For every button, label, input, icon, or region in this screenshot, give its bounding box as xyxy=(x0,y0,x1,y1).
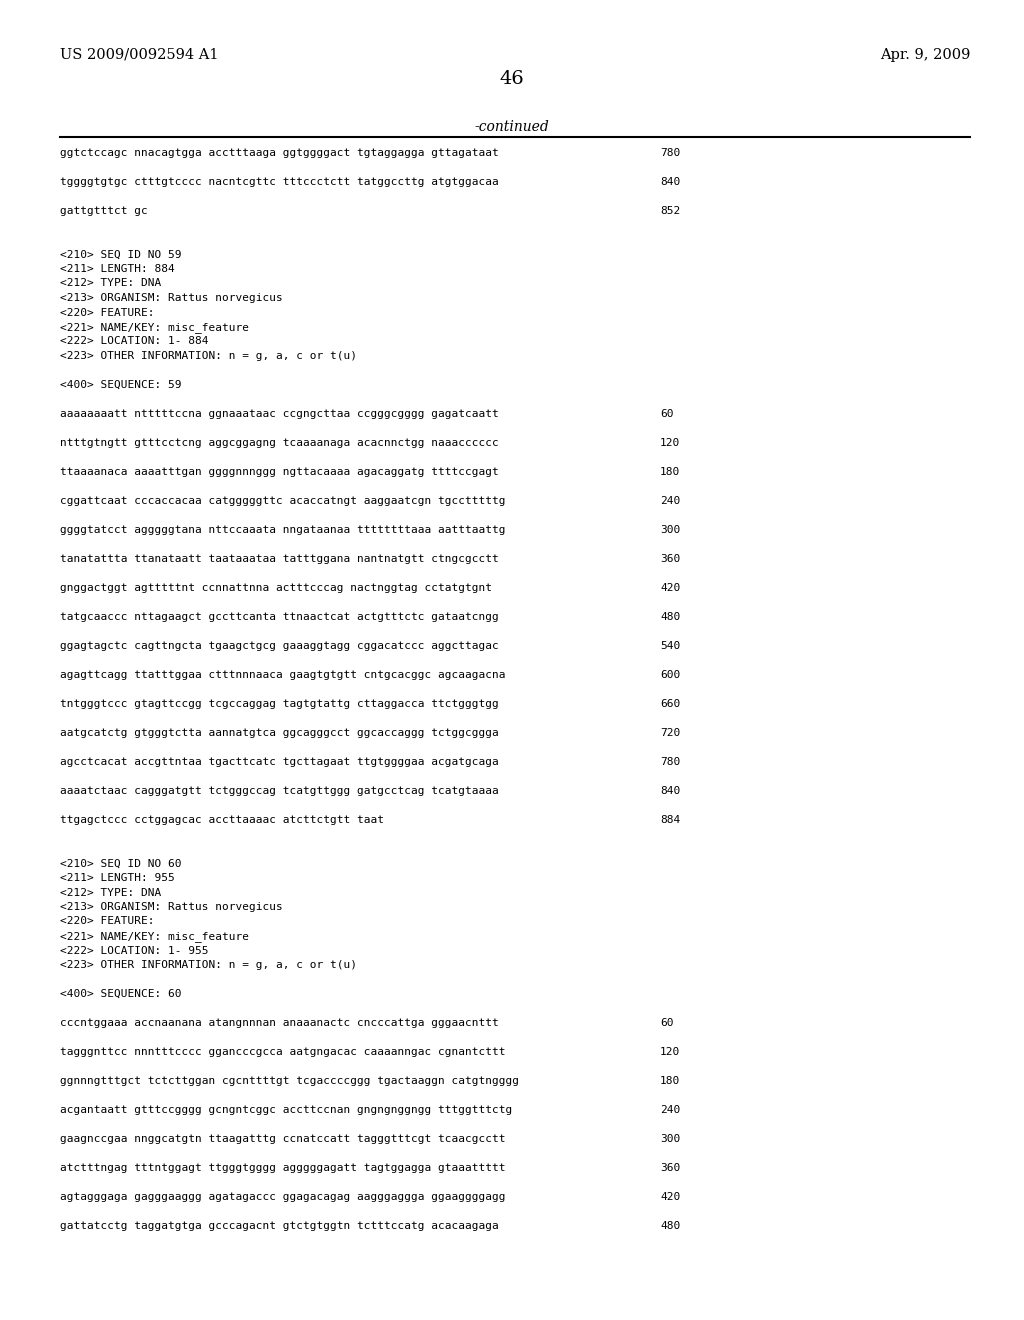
Text: US 2009/0092594 A1: US 2009/0092594 A1 xyxy=(60,48,218,62)
Text: atctttngag tttntggagt ttgggtgggg agggggagatt tagtggagga gtaaattttt: atctttngag tttntggagt ttgggtgggg aggggga… xyxy=(60,1163,506,1173)
Text: acgantaatt gtttccgggg gcngntcggc accttccnan gngngnggngg tttggtttctg: acgantaatt gtttccgggg gcngntcggc accttcc… xyxy=(60,1105,512,1115)
Text: 60: 60 xyxy=(660,409,674,418)
Text: aaaaaaaatt ntttttccna ggnaaataac ccgngcttaa ccgggcgggg gagatcaatt: aaaaaaaatt ntttttccna ggnaaataac ccgngct… xyxy=(60,409,499,418)
Text: 840: 840 xyxy=(660,177,680,187)
Text: <400> SEQUENCE: 60: <400> SEQUENCE: 60 xyxy=(60,989,181,999)
Text: 480: 480 xyxy=(660,612,680,622)
Text: gattgtttct gc: gattgtttct gc xyxy=(60,206,147,216)
Text: tatgcaaccc nttagaagct gccttcanta ttnaactcat actgtttctc gataatcngg: tatgcaaccc nttagaagct gccttcanta ttnaact… xyxy=(60,612,499,622)
Text: <212> TYPE: DNA: <212> TYPE: DNA xyxy=(60,279,161,289)
Text: 240: 240 xyxy=(660,496,680,506)
Text: 180: 180 xyxy=(660,1076,680,1086)
Text: cccntggaaa accnaanana atangnnnan anaaanactc cncccattga gggaacnttt: cccntggaaa accnaanana atangnnnan anaaana… xyxy=(60,1018,499,1028)
Text: 240: 240 xyxy=(660,1105,680,1115)
Text: gattatcctg taggatgtga gcccagacnt gtctgtggtn tctttccatg acacaagaga: gattatcctg taggatgtga gcccagacnt gtctgtg… xyxy=(60,1221,499,1232)
Text: Apr. 9, 2009: Apr. 9, 2009 xyxy=(880,48,970,62)
Text: ggggtatcct agggggtana nttccaaata nngataanaa ttttttttaaa aatttaattg: ggggtatcct agggggtana nttccaaata nngataa… xyxy=(60,525,506,535)
Text: <220> FEATURE:: <220> FEATURE: xyxy=(60,916,155,927)
Text: <222> LOCATION: 1- 955: <222> LOCATION: 1- 955 xyxy=(60,945,209,956)
Text: <223> OTHER INFORMATION: n = g, a, c or t(u): <223> OTHER INFORMATION: n = g, a, c or … xyxy=(60,351,357,360)
Text: gnggactggt agtttttnt ccnnattnna actttcccag nactnggtag cctatgtgnt: gnggactggt agtttttnt ccnnattnna actttccc… xyxy=(60,583,492,593)
Text: agcctcacat accgttntaa tgacttcatc tgcttagaat ttgtggggaa acgatgcaga: agcctcacat accgttntaa tgacttcatc tgcttag… xyxy=(60,756,499,767)
Text: <211> LENGTH: 955: <211> LENGTH: 955 xyxy=(60,873,175,883)
Text: 884: 884 xyxy=(660,814,680,825)
Text: <210> SEQ ID NO 59: <210> SEQ ID NO 59 xyxy=(60,249,181,260)
Text: <212> TYPE: DNA: <212> TYPE: DNA xyxy=(60,887,161,898)
Text: ggagtagctc cagttngcta tgaagctgcg gaaaggtagg cggacatccc aggcttagac: ggagtagctc cagttngcta tgaagctgcg gaaaggt… xyxy=(60,642,499,651)
Text: 420: 420 xyxy=(660,1192,680,1203)
Text: ggtctccagc nnacagtgga acctttaaga ggtggggact tgtaggagga gttagataat: ggtctccagc nnacagtgga acctttaaga ggtgggg… xyxy=(60,148,499,158)
Text: 300: 300 xyxy=(660,1134,680,1144)
Text: ntttgtngtt gtttcctcng aggcggagng tcaaaanaga acacnnctgg naaacccccc: ntttgtngtt gtttcctcng aggcggagng tcaaaan… xyxy=(60,438,499,447)
Text: <213> ORGANISM: Rattus norvegicus: <213> ORGANISM: Rattus norvegicus xyxy=(60,293,283,304)
Text: 840: 840 xyxy=(660,785,680,796)
Text: ttgagctccc cctggagcac accttaaaac atcttctgtt taat: ttgagctccc cctggagcac accttaaaac atcttct… xyxy=(60,814,384,825)
Text: agtagggaga gagggaaggg agatagaccc ggagacagag aagggaggga ggaaggggagg: agtagggaga gagggaaggg agatagaccc ggagaca… xyxy=(60,1192,506,1203)
Text: 60: 60 xyxy=(660,1018,674,1028)
Text: agagttcagg ttatttggaa ctttnnnaaca gaagtgtgtt cntgcacggc agcaagacna: agagttcagg ttatttggaa ctttnnnaaca gaagtg… xyxy=(60,671,506,680)
Text: <211> LENGTH: 884: <211> LENGTH: 884 xyxy=(60,264,175,275)
Text: 300: 300 xyxy=(660,525,680,535)
Text: cggattcaat cccaccacaa catgggggttc acaccatngt aaggaatcgn tgcctttttg: cggattcaat cccaccacaa catgggggttc acacca… xyxy=(60,496,506,506)
Text: 46: 46 xyxy=(500,70,524,88)
Text: 852: 852 xyxy=(660,206,680,216)
Text: <221> NAME/KEY: misc_feature: <221> NAME/KEY: misc_feature xyxy=(60,931,249,942)
Text: <223> OTHER INFORMATION: n = g, a, c or t(u): <223> OTHER INFORMATION: n = g, a, c or … xyxy=(60,960,357,970)
Text: 780: 780 xyxy=(660,756,680,767)
Text: gaagnccgaa nnggcatgtn ttaagatttg ccnatccatt tagggtttcgt tcaacgcctt: gaagnccgaa nnggcatgtn ttaagatttg ccnatcc… xyxy=(60,1134,506,1144)
Text: 420: 420 xyxy=(660,583,680,593)
Text: 120: 120 xyxy=(660,1047,680,1057)
Text: 600: 600 xyxy=(660,671,680,680)
Text: tanatattta ttanataatt taataaataa tatttggana nantnatgtt ctngcgcctt: tanatattta ttanataatt taataaataa tatttgg… xyxy=(60,554,499,564)
Text: tagggnttcc nnntttcccc ggancccgcca aatgngacac caaaanngac cgnantcttt: tagggnttcc nnntttcccc ggancccgcca aatgng… xyxy=(60,1047,506,1057)
Text: ttaaaanaca aaaatttgan ggggnnnggg ngttacaaaa agacaggatg ttttccgagt: ttaaaanaca aaaatttgan ggggnnnggg ngttaca… xyxy=(60,467,499,477)
Text: 180: 180 xyxy=(660,467,680,477)
Text: 540: 540 xyxy=(660,642,680,651)
Text: 660: 660 xyxy=(660,700,680,709)
Text: ggnnngtttgct tctcttggan cgcnttttgt tcgaccccggg tgactaaggn catgtngggg: ggnnngtttgct tctcttggan cgcnttttgt tcgac… xyxy=(60,1076,519,1086)
Text: aaaatctaac cagggatgtt tctgggccag tcatgttggg gatgcctcag tcatgtaaaa: aaaatctaac cagggatgtt tctgggccag tcatgtt… xyxy=(60,785,499,796)
Text: tntgggtccc gtagttccgg tcgccaggag tagtgtattg cttaggacca ttctgggtgg: tntgggtccc gtagttccgg tcgccaggag tagtgta… xyxy=(60,700,499,709)
Text: tggggtgtgc ctttgtcccc nacntcgttc tttccctctt tatggccttg atgtggacaa: tggggtgtgc ctttgtcccc nacntcgttc tttccct… xyxy=(60,177,499,187)
Text: -continued: -continued xyxy=(475,120,549,135)
Text: 780: 780 xyxy=(660,148,680,158)
Text: <220> FEATURE:: <220> FEATURE: xyxy=(60,308,155,318)
Text: <222> LOCATION: 1- 884: <222> LOCATION: 1- 884 xyxy=(60,337,209,346)
Text: 120: 120 xyxy=(660,438,680,447)
Text: 720: 720 xyxy=(660,729,680,738)
Text: <221> NAME/KEY: misc_feature: <221> NAME/KEY: misc_feature xyxy=(60,322,249,333)
Text: 360: 360 xyxy=(660,1163,680,1173)
Text: <213> ORGANISM: Rattus norvegicus: <213> ORGANISM: Rattus norvegicus xyxy=(60,902,283,912)
Text: aatgcatctg gtgggtctta aannatgtca ggcagggcct ggcaccaggg tctggcggga: aatgcatctg gtgggtctta aannatgtca ggcaggg… xyxy=(60,729,499,738)
Text: 480: 480 xyxy=(660,1221,680,1232)
Text: <400> SEQUENCE: 59: <400> SEQUENCE: 59 xyxy=(60,380,181,389)
Text: <210> SEQ ID NO 60: <210> SEQ ID NO 60 xyxy=(60,858,181,869)
Text: 360: 360 xyxy=(660,554,680,564)
